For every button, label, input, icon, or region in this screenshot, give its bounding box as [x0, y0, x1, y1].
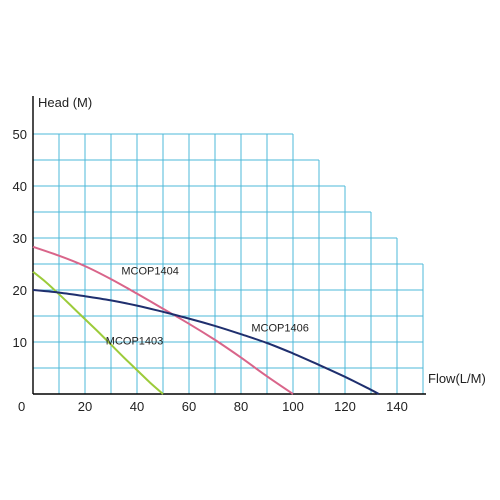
series-group: MCOP1403 MCOP1404 MCOP1406: [32, 245, 380, 395]
x-tick-label: 40: [130, 399, 144, 414]
series-label-mcop1404: MCOP1404: [121, 265, 178, 277]
x-tick-label: 0: [18, 399, 25, 414]
y-tick-label: 50: [13, 127, 27, 142]
grid: [33, 133, 424, 394]
axes: [32, 96, 426, 395]
x-tick-label: 20: [78, 399, 92, 414]
series-label-mcop1406: MCOP1406: [251, 323, 308, 335]
x-tick-label: 60: [182, 399, 196, 414]
tick-labels: 0 20 40 60 80 100 120 140 10 20 30 40 50: [13, 127, 408, 414]
series-line-mcop1403: [32, 271, 164, 395]
y-tick-label: 20: [13, 283, 27, 298]
series-line-mcop1406: [32, 289, 380, 395]
y-axis-title: Head (M): [38, 95, 92, 110]
x-tick-label: 140: [386, 399, 408, 414]
y-tick-label: 30: [13, 231, 27, 246]
y-tick-label: 10: [13, 335, 27, 350]
x-tick-label: 120: [334, 399, 356, 414]
x-tick-label: 100: [282, 399, 304, 414]
series-line-mcop1404: [32, 245, 294, 395]
x-tick-label: 80: [234, 399, 248, 414]
x-axis-title: Flow(L/M): [428, 371, 486, 386]
y-tick-label: 40: [13, 179, 27, 194]
series-label-mcop1403: MCOP1403: [106, 336, 163, 348]
